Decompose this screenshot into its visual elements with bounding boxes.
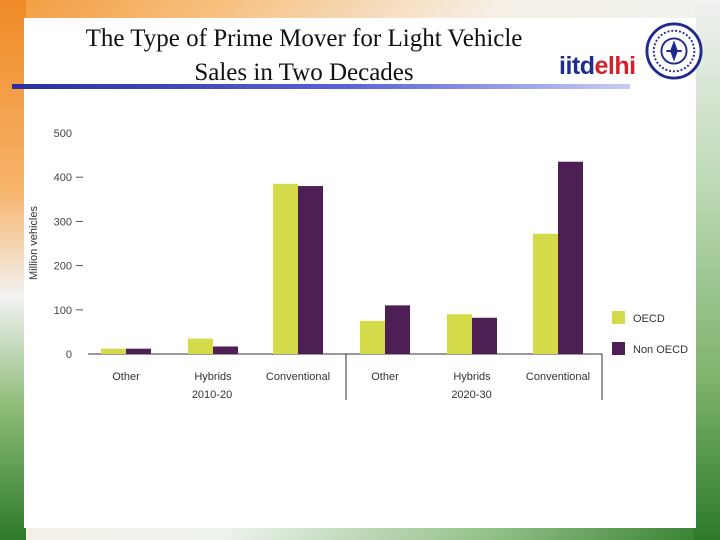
x-tick-label: Conventional xyxy=(526,371,590,383)
bar-non-oecd xyxy=(472,317,497,354)
bar-oecd xyxy=(101,348,126,354)
y-tick-label: 400 xyxy=(54,172,72,184)
x-tick-label: Hybrids xyxy=(194,371,232,383)
bar-non-oecd xyxy=(385,305,410,354)
bar-oecd xyxy=(188,338,213,354)
x-tick-label: Other xyxy=(112,371,140,383)
flag-edge-right xyxy=(694,0,720,540)
legend-swatch xyxy=(612,342,625,355)
bar-oecd xyxy=(533,233,558,354)
slide-canvas: The Type of Prime Mover for Light Vehicl… xyxy=(12,18,703,528)
bar-oecd xyxy=(447,314,472,354)
y-tick-label: 500 xyxy=(54,128,72,140)
y-axis-label: Million vehicles xyxy=(28,206,40,280)
bar-non-oecd xyxy=(213,346,238,354)
bar-oecd xyxy=(360,320,385,354)
y-tick-label: 100 xyxy=(54,305,72,317)
iit-seal-icon xyxy=(645,22,703,80)
flag-edge-left xyxy=(0,0,26,540)
slide-title: The Type of Prime Mover for Light Vehicl… xyxy=(44,22,564,90)
legend-label: OECD xyxy=(633,313,665,325)
bar-non-oecd xyxy=(126,348,151,354)
iitdelhi-logo: iitdelhi xyxy=(559,52,636,81)
y-tick-label: 200 xyxy=(54,261,72,273)
y-tick-label: 300 xyxy=(54,216,72,228)
y-tick-label: 0 xyxy=(66,349,72,361)
x-tick-label: Conventional xyxy=(266,371,330,383)
legend-label: Non OECD xyxy=(633,344,688,356)
title-underline xyxy=(12,84,630,89)
logo-suffix: elhi xyxy=(594,52,637,80)
x-tick-label: Other xyxy=(371,371,399,383)
logo-prefix: iitd xyxy=(559,52,595,80)
title-line-1: The Type of Prime Mover for Light Vehicl… xyxy=(85,25,523,52)
bar-non-oecd xyxy=(558,161,583,354)
bar-non-oecd xyxy=(298,186,323,354)
title-line-2: Sales in Two Decades xyxy=(194,59,414,86)
legend-swatch xyxy=(612,311,625,324)
group-label: 2020-30 xyxy=(451,389,491,401)
x-tick-label: Hybrids xyxy=(453,371,491,383)
bar-oecd xyxy=(273,183,298,354)
group-label: 2010-20 xyxy=(192,389,232,401)
